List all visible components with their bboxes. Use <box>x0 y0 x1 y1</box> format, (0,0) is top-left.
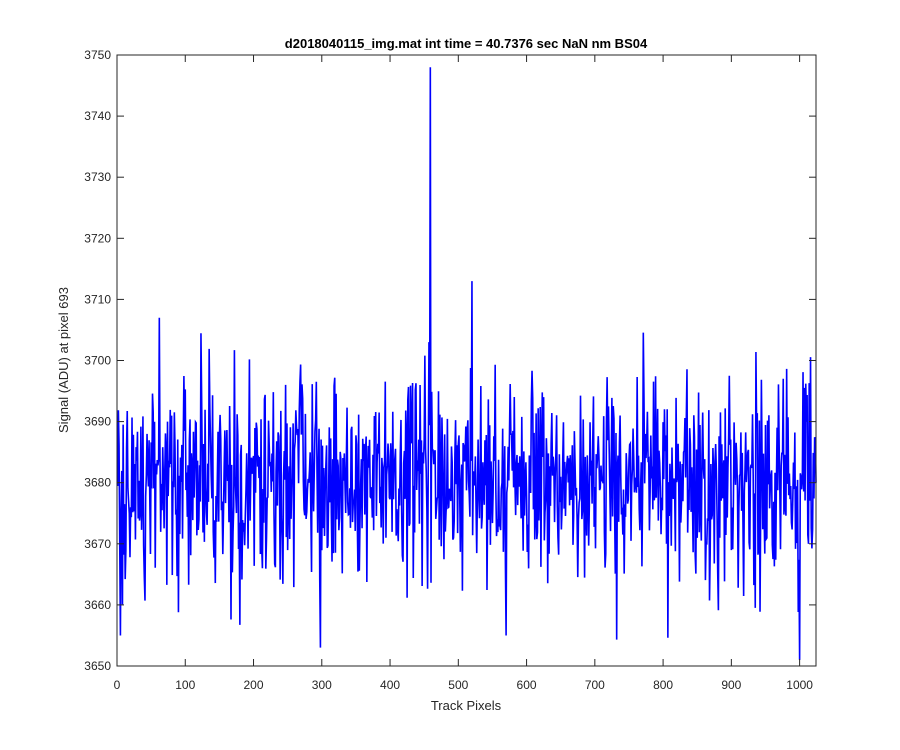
x-tick-label: 500 <box>448 678 468 692</box>
x-tick-label: 600 <box>517 678 537 692</box>
x-tick-label: 700 <box>585 678 605 692</box>
plot-area <box>117 55 816 666</box>
y-tick-label: 3670 <box>84 537 111 551</box>
x-tick-label: 400 <box>380 678 400 692</box>
y-tick-label: 3690 <box>84 415 111 429</box>
x-axis-label: Track Pixels <box>431 698 502 713</box>
x-tick-label: 800 <box>653 678 673 692</box>
y-ticks: 3650 3660 3670 3680 3690 3700 3710 3720 3730 3740… <box>84 48 816 673</box>
x-tick-label: 200 <box>244 678 264 692</box>
y-tick-label: 3730 <box>84 170 111 184</box>
x-tick-label: 1000 <box>786 678 813 692</box>
chart-title: d2018040115_img.mat int time = 40.7376 s… <box>285 36 648 51</box>
x-tick-label: 0 <box>114 678 121 692</box>
y-tick-label: 3710 <box>84 292 111 306</box>
series-line <box>116 67 817 660</box>
x-tick-label: 300 <box>312 678 332 692</box>
series-layer <box>116 67 817 660</box>
x-tick-label: 100 <box>175 678 195 692</box>
y-tick-label: 3750 <box>84 48 111 62</box>
x-tick-label: 900 <box>721 678 741 692</box>
y-tick-label: 3660 <box>84 598 111 612</box>
y-tick-label: 3650 <box>84 659 111 673</box>
y-tick-label: 3720 <box>84 231 111 245</box>
x-ticks: 0 100 200 300 400 500 600 700 800 900 1000 <box>114 55 813 692</box>
y-tick-label: 3700 <box>84 354 111 368</box>
y-axis-label: Signal (ADU) at pixel 693 <box>56 287 71 433</box>
y-tick-label: 3740 <box>84 109 111 123</box>
y-tick-label: 3680 <box>84 476 111 490</box>
